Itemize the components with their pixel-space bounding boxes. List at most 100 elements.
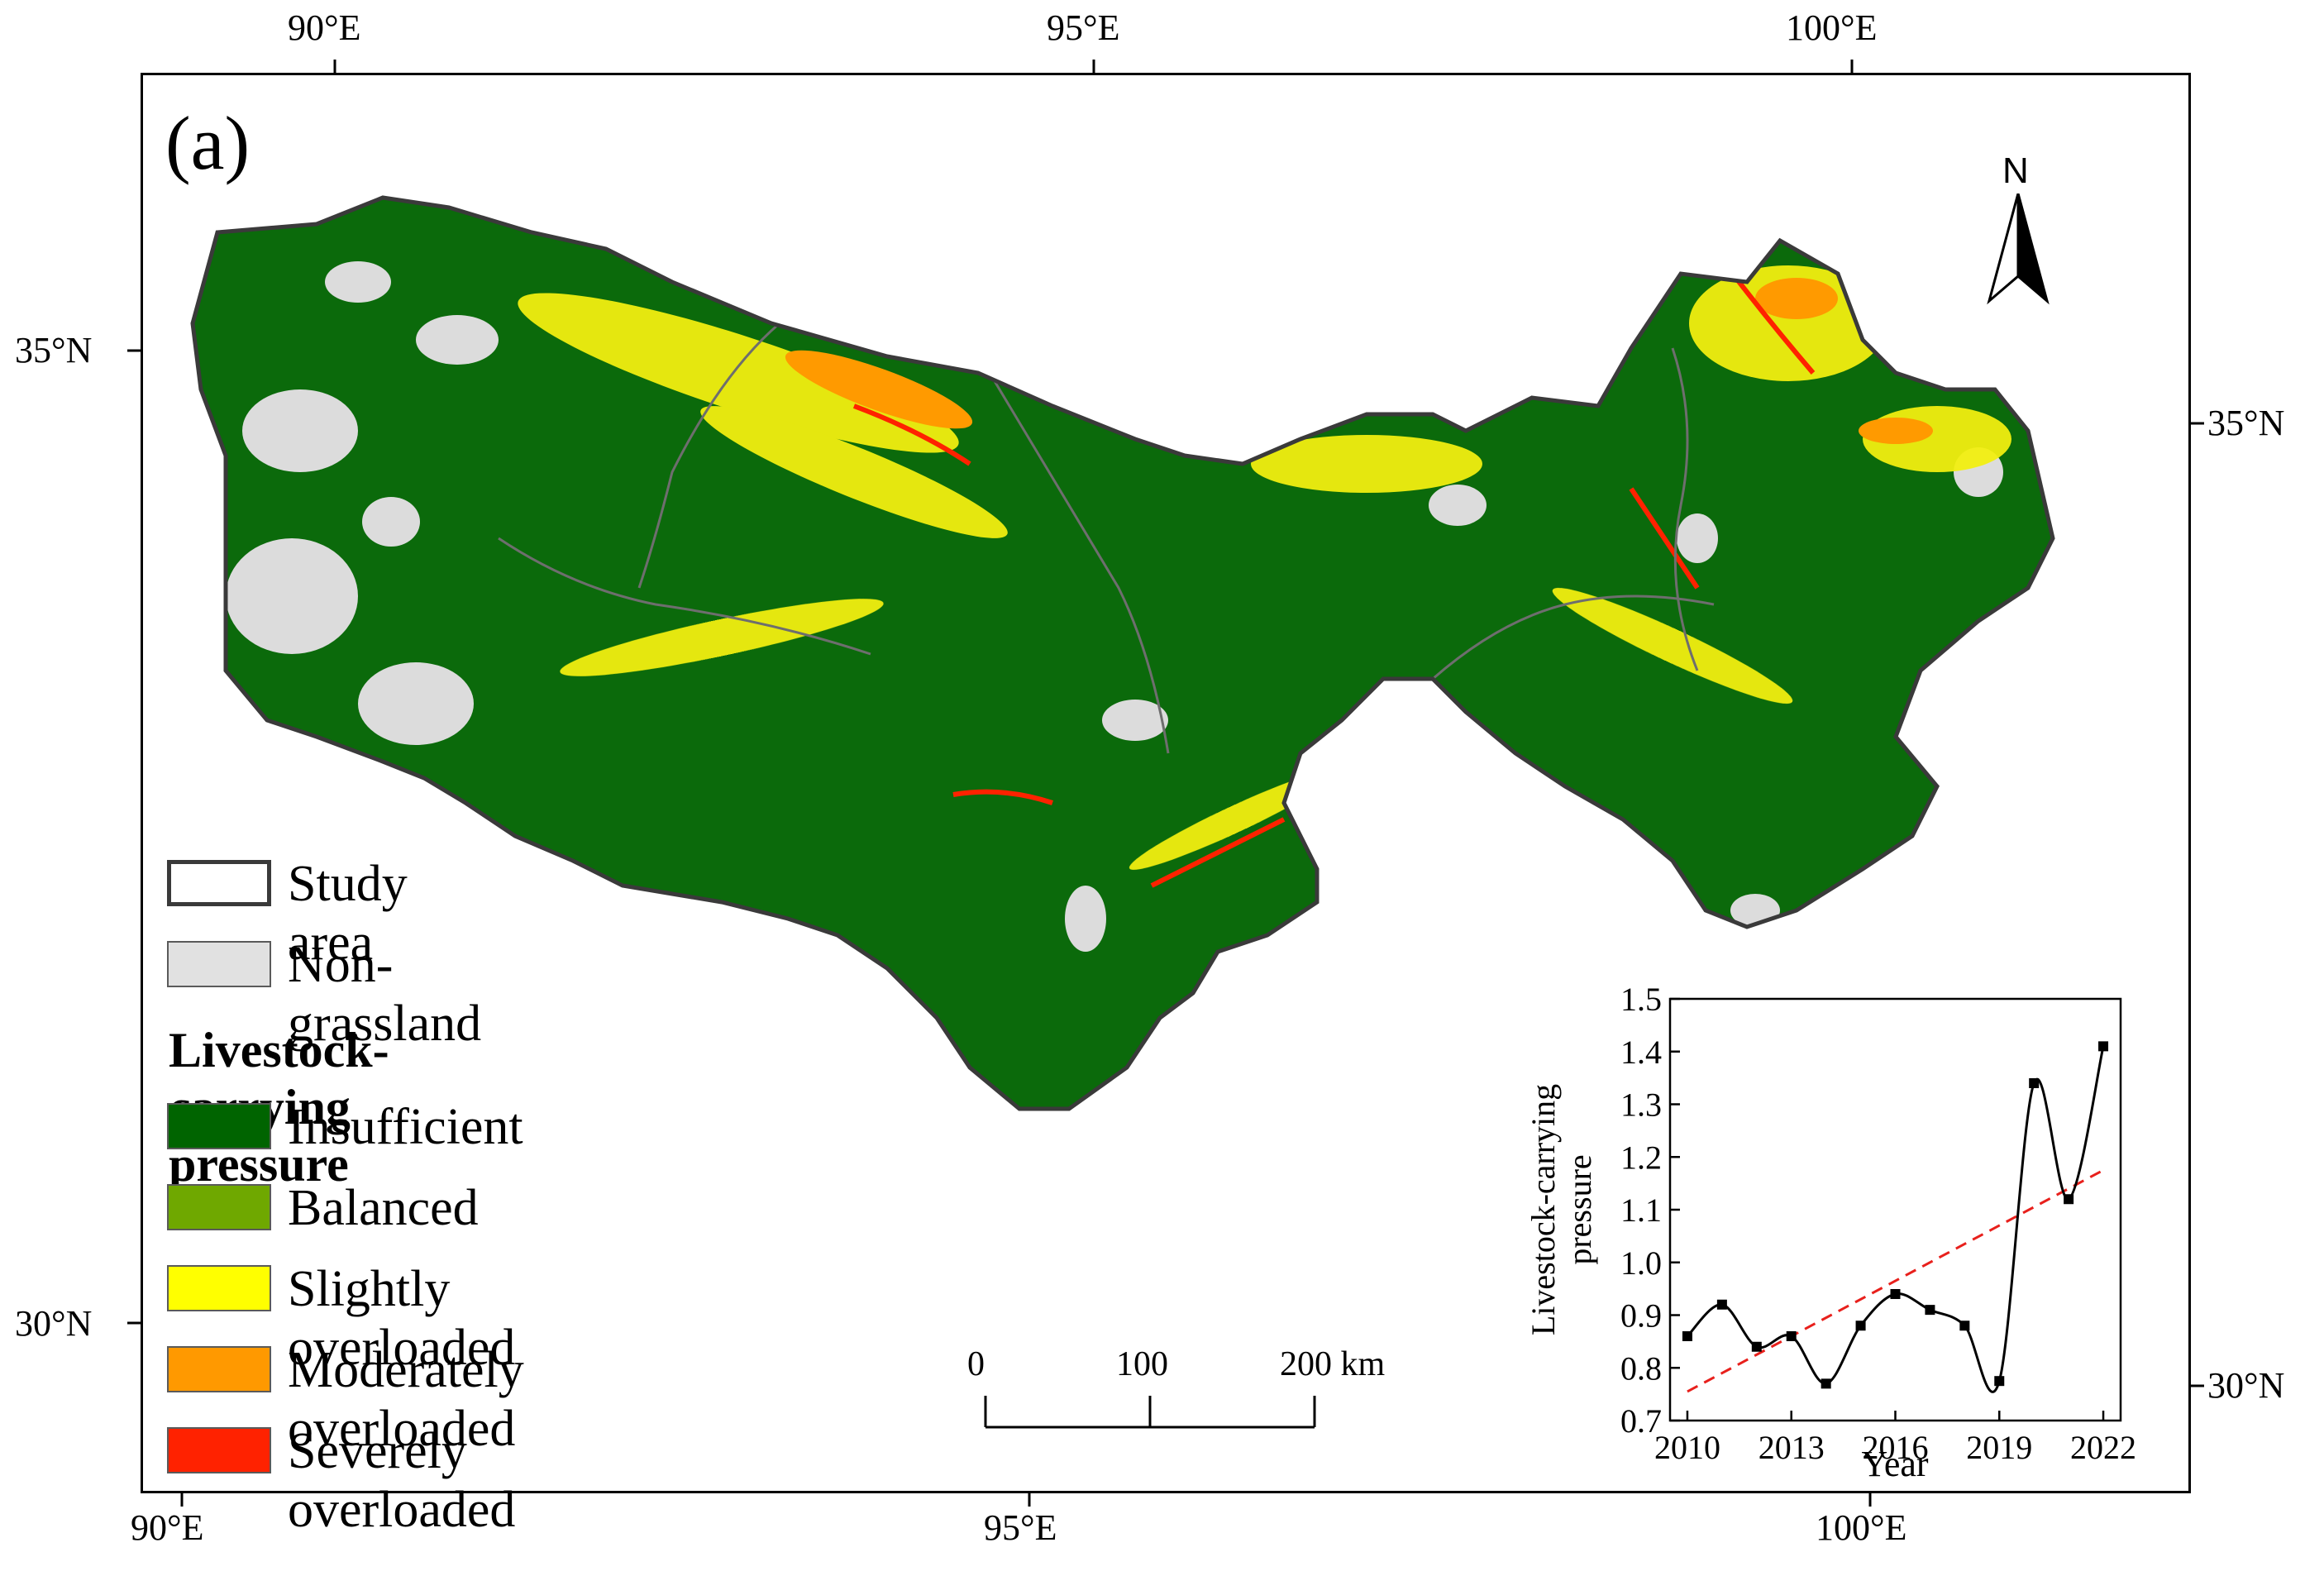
moderately-overloaded-zone <box>1755 278 1838 319</box>
y-tick-label: 0.8 <box>1620 1349 1662 1387</box>
y-tick-label: 0.7 <box>1620 1402 1662 1440</box>
slightly-overloaded-zone <box>1552 587 1793 704</box>
non-grassland-patch <box>1429 485 1487 526</box>
slightly-overloaded-zone <box>560 599 884 676</box>
left-lat-label-30: 30°N <box>15 1303 93 1344</box>
data-point-2017 <box>1925 1305 1935 1316</box>
scale-label-100: 100 <box>1116 1345 1168 1383</box>
class-swatch <box>167 1427 271 1473</box>
severely-overloaded-streak <box>952 789 1053 805</box>
data-points <box>1682 1041 2109 1389</box>
class-swatch <box>167 1103 271 1149</box>
right-lat-label-35: 35°N <box>2207 403 2285 443</box>
y-tick-label: 1.3 <box>1620 1086 1662 1124</box>
data-point-2016 <box>1890 1289 1901 1299</box>
data-point-2012 <box>1751 1341 1762 1352</box>
severely-overloaded-streak <box>852 404 971 466</box>
trend-line <box>1687 1168 2104 1393</box>
data-point-2015 <box>1855 1320 1866 1331</box>
legend-label: Slightly overloaded <box>288 1261 516 1376</box>
non-grassland-patch <box>1065 886 1106 952</box>
legend-label: Balanced <box>288 1180 479 1236</box>
legend-label: Non-grassland <box>288 937 482 1052</box>
data-point-2014 <box>1821 1378 1831 1389</box>
non-grassland-patch <box>416 315 499 365</box>
study-area-swatch <box>167 860 271 906</box>
class-swatch <box>167 1184 271 1230</box>
y-tick-label: 0.9 <box>1620 1297 1662 1335</box>
data-point-2010 <box>1682 1331 1692 1341</box>
county-boundary <box>637 322 780 589</box>
left-lat-label-35: 35°N <box>15 330 93 370</box>
bottom-lon-label-100: 100°E <box>1816 1507 1907 1548</box>
data-point-2021 <box>2064 1194 2074 1205</box>
top-lon-label-90: 90°E <box>288 7 361 48</box>
y-tick-label: 1.5 <box>1620 981 1662 1018</box>
y-axis-title-line2: pressure <box>1561 1154 1598 1264</box>
study-area-outline <box>190 195 2055 1111</box>
y-axis-title-line1: Livestock-carrying <box>1525 1084 1562 1335</box>
x-tick-label: 2016 <box>1863 1429 1929 1466</box>
y-tick-label: 1.1 <box>1620 1192 1662 1229</box>
x-axis-title: Year <box>1861 1444 1928 1484</box>
moderately-overloaded-zone <box>1859 418 1933 444</box>
y-tick-label: 1.4 <box>1620 1034 1662 1071</box>
non-grassland-patch <box>226 538 358 654</box>
data-point-2011 <box>1716 1299 1727 1310</box>
right-lat-label-30: 30°N <box>2207 1365 2285 1406</box>
north-arrow: N <box>1973 150 2064 305</box>
non-grassland-patch <box>358 662 474 745</box>
county-boundary <box>498 537 871 656</box>
x-tick-label: 2010 <box>1654 1429 1720 1466</box>
non-grassland-patch <box>1102 700 1168 741</box>
panel-label: (a) <box>165 101 251 185</box>
series-curve <box>1686 1046 2105 1393</box>
north-arrow-icon <box>1987 193 2050 305</box>
legend-label: Insufficient <box>288 1099 523 1155</box>
severely-overloaded-streak <box>1629 487 1700 590</box>
scale-bar-line <box>984 1396 1316 1429</box>
data-point-2019 <box>1994 1376 2005 1387</box>
non-grassland-patch <box>362 497 420 547</box>
legend-label: Severely overloaded <box>288 1423 516 1538</box>
class-swatch <box>167 1265 271 1311</box>
data-point-2020 <box>2029 1078 2040 1088</box>
legend-label: Study area <box>288 856 408 971</box>
moderately-overloaded-zone <box>785 350 973 429</box>
x-tick-label: 2022 <box>2070 1429 2136 1466</box>
y-tick-label: 1.2 <box>1620 1139 1662 1176</box>
non-grassland-patch <box>1677 513 1718 563</box>
data-point-2022 <box>2098 1041 2109 1052</box>
x-tick-label: 2019 <box>1966 1429 2032 1466</box>
legend-label: Moderately overloaded <box>288 1342 524 1457</box>
inset-chart: 0.7 0.8 0.9 1.0 1.1 1.2 1.3 1.4 1.5 2010 2013 2016… <box>1488 959 2150 1488</box>
slightly-overloaded-zone <box>1251 435 1482 493</box>
severely-overloaded-streak <box>1150 817 1286 888</box>
x-tick-label: 2013 <box>1759 1429 1825 1466</box>
study-area-map <box>190 195 2055 1111</box>
y-tick-label: 1.0 <box>1620 1244 1662 1282</box>
county-boundary <box>1671 347 1699 671</box>
scale-label-200: 200 km <box>1280 1345 1386 1383</box>
slightly-overloaded-zone <box>518 293 959 453</box>
chart-background <box>1488 959 2150 1488</box>
data-point-2018 <box>1959 1320 1970 1331</box>
slightly-overloaded-zone <box>1689 265 1887 381</box>
scale-bar: 0 100 200 km <box>967 1344 1385 1444</box>
scale-label-0: 0 <box>967 1345 985 1383</box>
county-boundary <box>1432 595 1715 681</box>
non-grassland-patch <box>325 261 391 303</box>
slightly-overloaded-zone <box>700 406 1008 538</box>
data-point-2013 <box>1786 1331 1797 1341</box>
north-arrow-label: N <box>2002 150 2029 191</box>
top-lon-label-95: 95°E <box>1047 7 1120 48</box>
x-ticks: 2010 2013 2016 2019 2022 <box>1654 1411 2136 1466</box>
non-grassland-patch <box>242 389 358 472</box>
region-fill <box>193 198 2053 1109</box>
inset-chart-svg: 0.7 0.8 0.9 1.0 1.1 1.2 1.3 1.4 1.5 2010 2013 2016… <box>1488 959 2150 1488</box>
bottom-lon-label-95: 95°E <box>984 1507 1057 1548</box>
county-boundary <box>993 380 1170 754</box>
class-swatch <box>167 1346 271 1392</box>
y-ticks: 0.7 0.8 0.9 1.0 1.1 1.2 1.3 1.4 1.5 <box>1620 981 1680 1440</box>
